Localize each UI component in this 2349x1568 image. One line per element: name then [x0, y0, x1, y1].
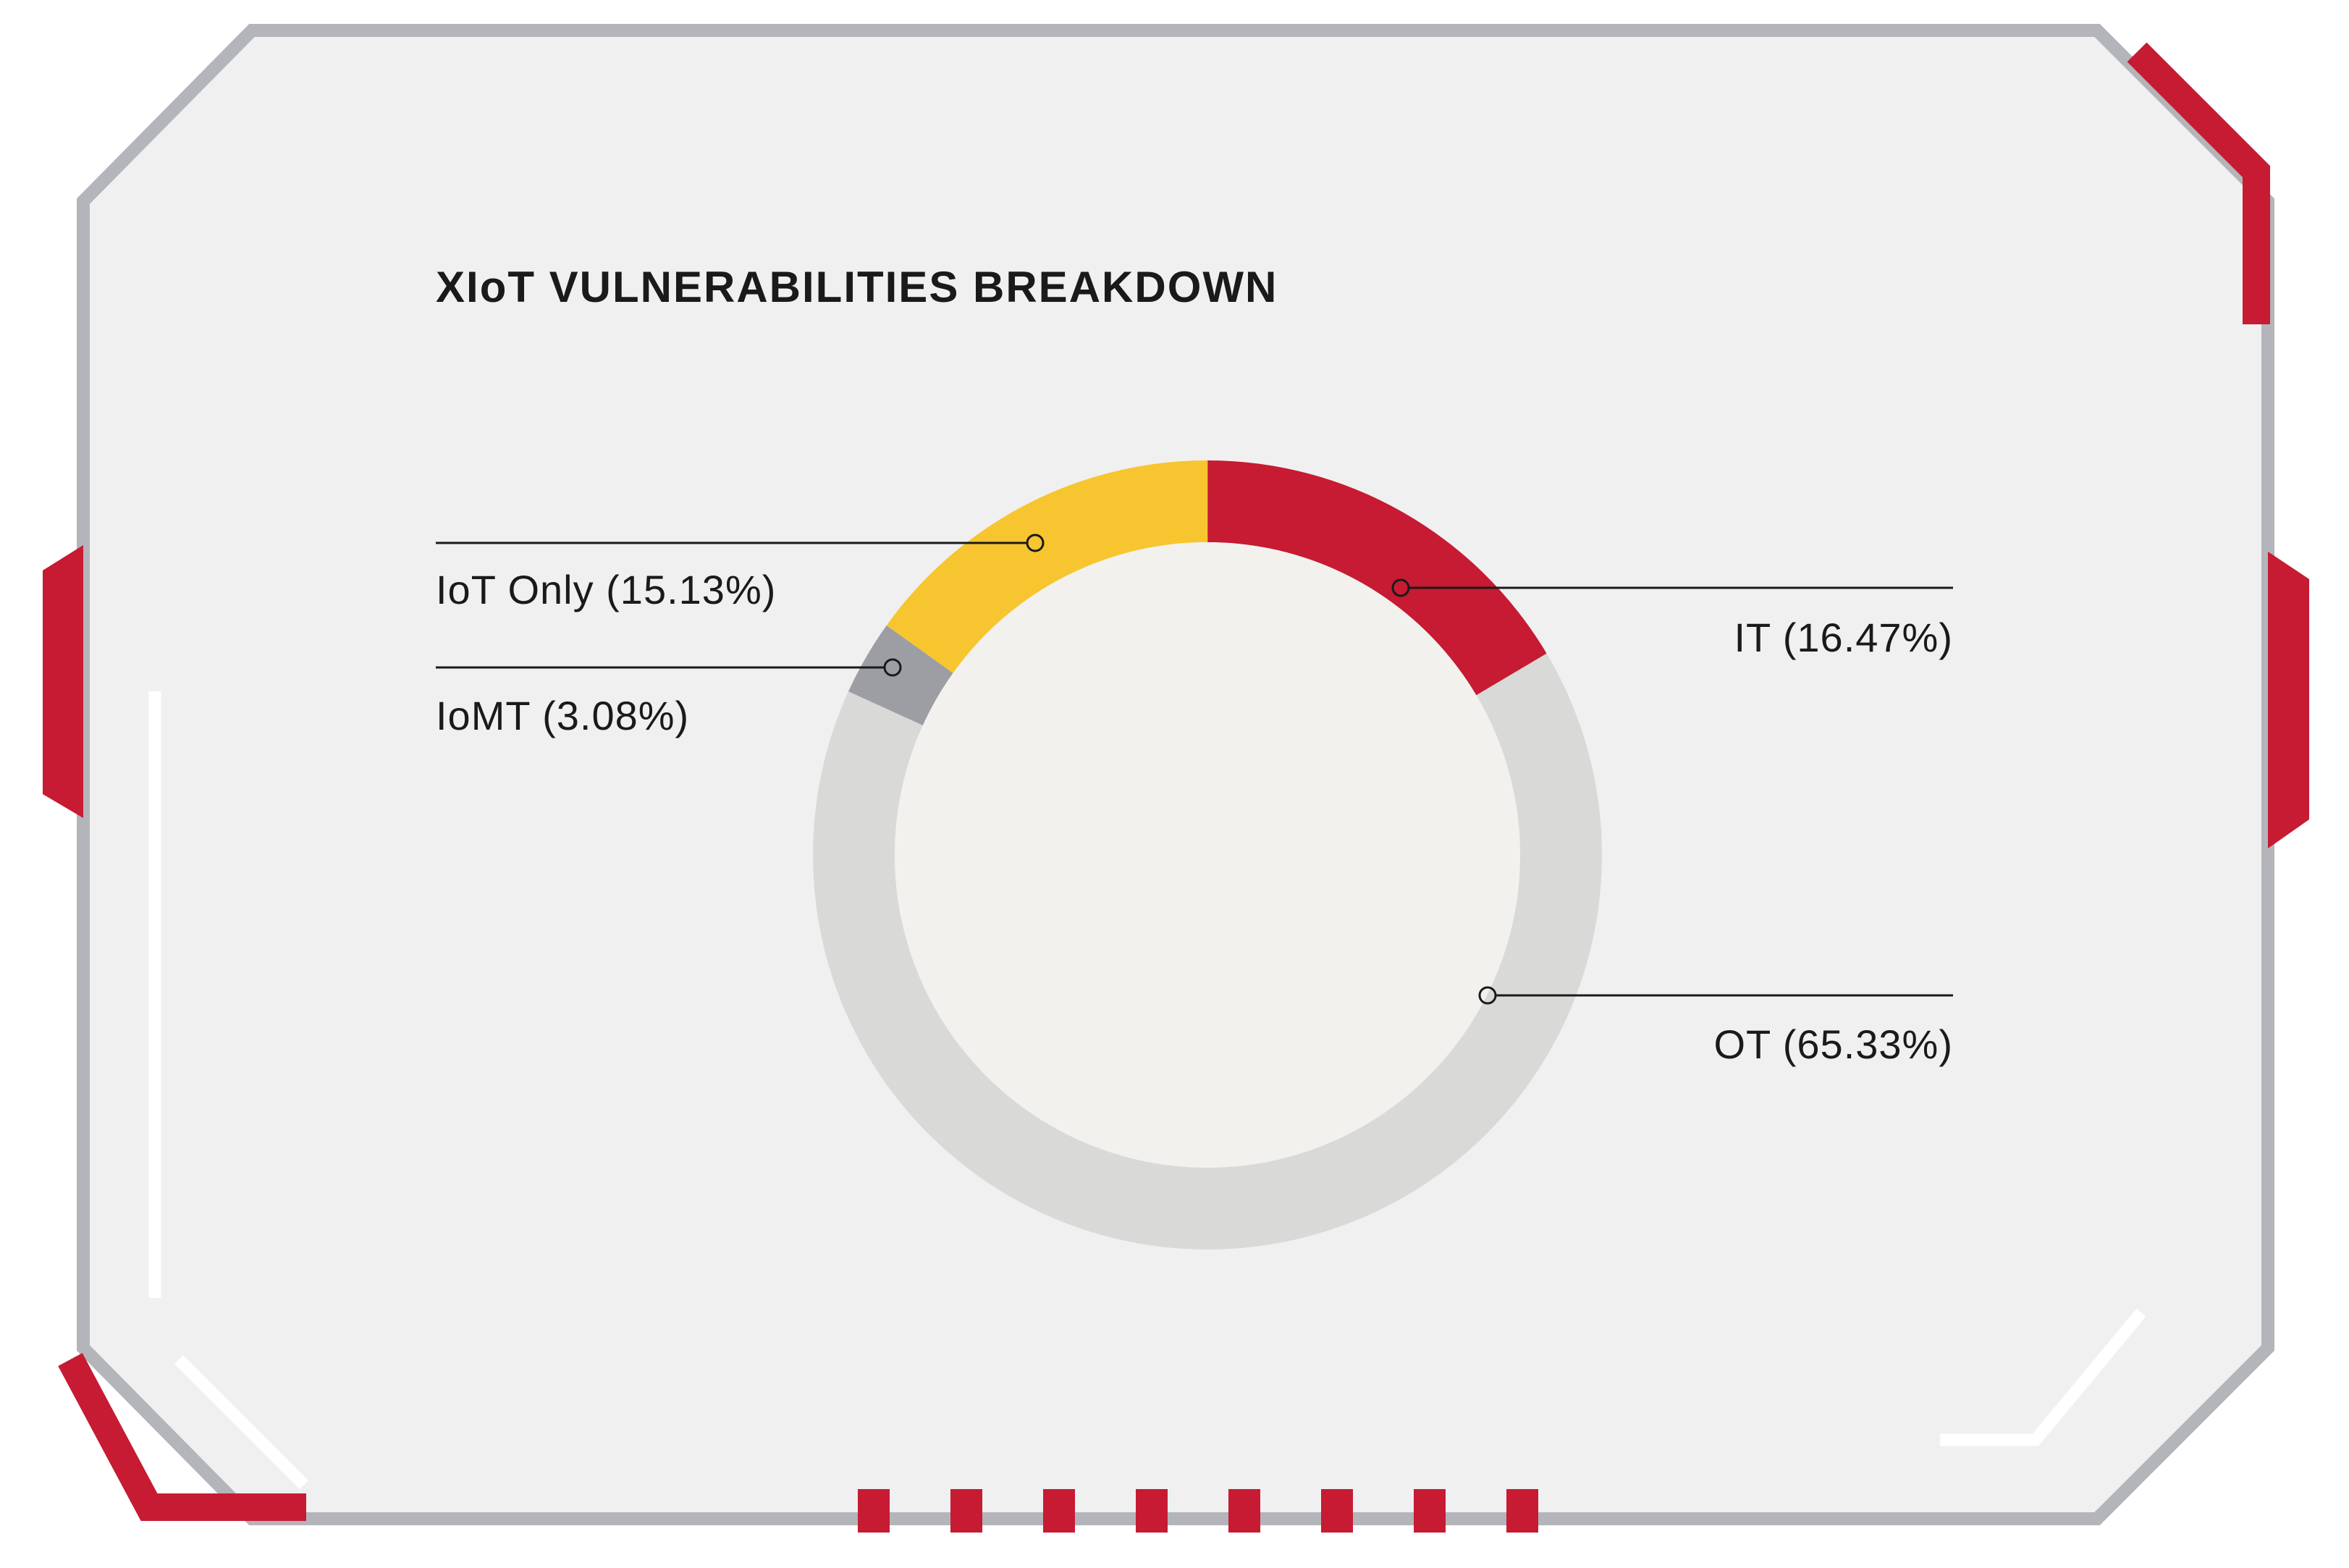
- donut-hole: [895, 542, 1520, 1168]
- marker-circle-iot-only: [1026, 534, 1045, 552]
- marker-circle-ot: [1478, 986, 1497, 1005]
- donut-segment-ot: [812, 653, 1602, 1250]
- callout-label-iomt: IoMT (3.08%): [436, 693, 690, 738]
- red-dash: [1136, 1489, 1168, 1533]
- bottom-dash-row: [858, 1489, 1538, 1533]
- top-right-red-accent: [2127, 42, 2270, 324]
- marker-circle-iomt: [883, 658, 902, 677]
- donut-segment-iomt: [848, 625, 953, 725]
- bottom-right-white-accent: [1940, 1308, 2146, 1446]
- red-dash: [858, 1489, 890, 1533]
- red-dash: [1228, 1489, 1260, 1533]
- red-dash: [1506, 1489, 1538, 1533]
- callout-label-it: IT (16.47%): [1734, 615, 1953, 660]
- callout-leaders: [436, 534, 1953, 1005]
- bottom-left-white-diagonal: [174, 1354, 309, 1490]
- donut-segment-iot-only: [886, 460, 1208, 673]
- right-red-ribbon: [2268, 552, 2309, 848]
- red-dash: [1414, 1489, 1446, 1533]
- red-dash: [950, 1489, 982, 1533]
- callout-label-iot-only: IoT Only (15.13%): [436, 567, 777, 612]
- marker-circle-it: [1391, 578, 1410, 597]
- bottom-left-red-accent: [58, 1353, 306, 1521]
- red-dash: [1043, 1489, 1075, 1533]
- donut-chart: [812, 460, 1602, 1250]
- left-red-ribbon: [43, 545, 83, 818]
- red-dash: [1321, 1489, 1353, 1533]
- callout-label-ot: OT (65.33%): [1713, 1021, 1953, 1067]
- donut-segment-it: [1207, 460, 1547, 696]
- chart-title: XIoT VULNERABILITIES BREAKDOWN: [436, 263, 1278, 311]
